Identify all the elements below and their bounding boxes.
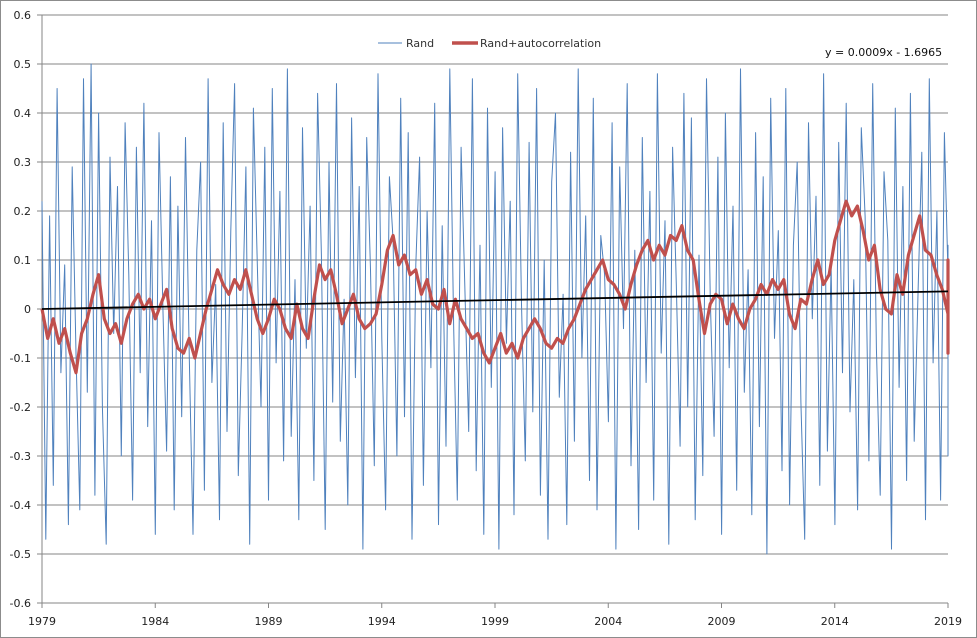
x-tick-label: 1999 [481,615,509,628]
y-tick-label: 0 [24,303,31,316]
y-tick-label: 0.6 [14,9,32,22]
x-tick-label: 1989 [255,615,283,628]
trendline-equation: y = 0.0009x - 1.6965 [825,46,942,59]
x-tick-label: 2009 [708,615,736,628]
y-tick-label: 0.3 [14,156,32,169]
legend: Rand Rand+autocorrelation [378,37,601,50]
y-tick-label: 0.2 [14,205,32,218]
x-tick-label: 1984 [141,615,169,628]
x-tick-label: 2014 [821,615,849,628]
x-tick-label: 2004 [594,615,622,628]
y-tick-label: 0.5 [14,58,32,71]
x-tick-label: 1994 [368,615,396,628]
y-tick-label: -0.2 [10,401,31,414]
y-axis-tick-labels: 0.6 0.5 0.4 0.3 0.2 0.1 0 -0.1 -0.2 -0.3 -0.4 -0.5 -… [10,9,31,610]
y-tick-label: 0.1 [14,254,32,267]
y-tick-label: 0.4 [14,107,32,120]
y-tick-label: -0.4 [10,499,31,512]
y-tick-label: -0.1 [10,352,31,365]
legend-label-rand-autocorrelation: Rand+autocorrelation [480,37,601,50]
x-tick-label: 2019 [934,615,962,628]
y-tick-label: -0.5 [10,548,31,561]
y-tick-label: -0.3 [10,450,31,463]
y-tick-label: -0.6 [10,597,31,610]
legend-label-rand: Rand [406,37,434,50]
x-axis-tick-labels: 1979 1984 1989 1994 1999 2004 2009 2014 2019 [28,603,962,628]
x-tick-label: 1979 [28,615,56,628]
